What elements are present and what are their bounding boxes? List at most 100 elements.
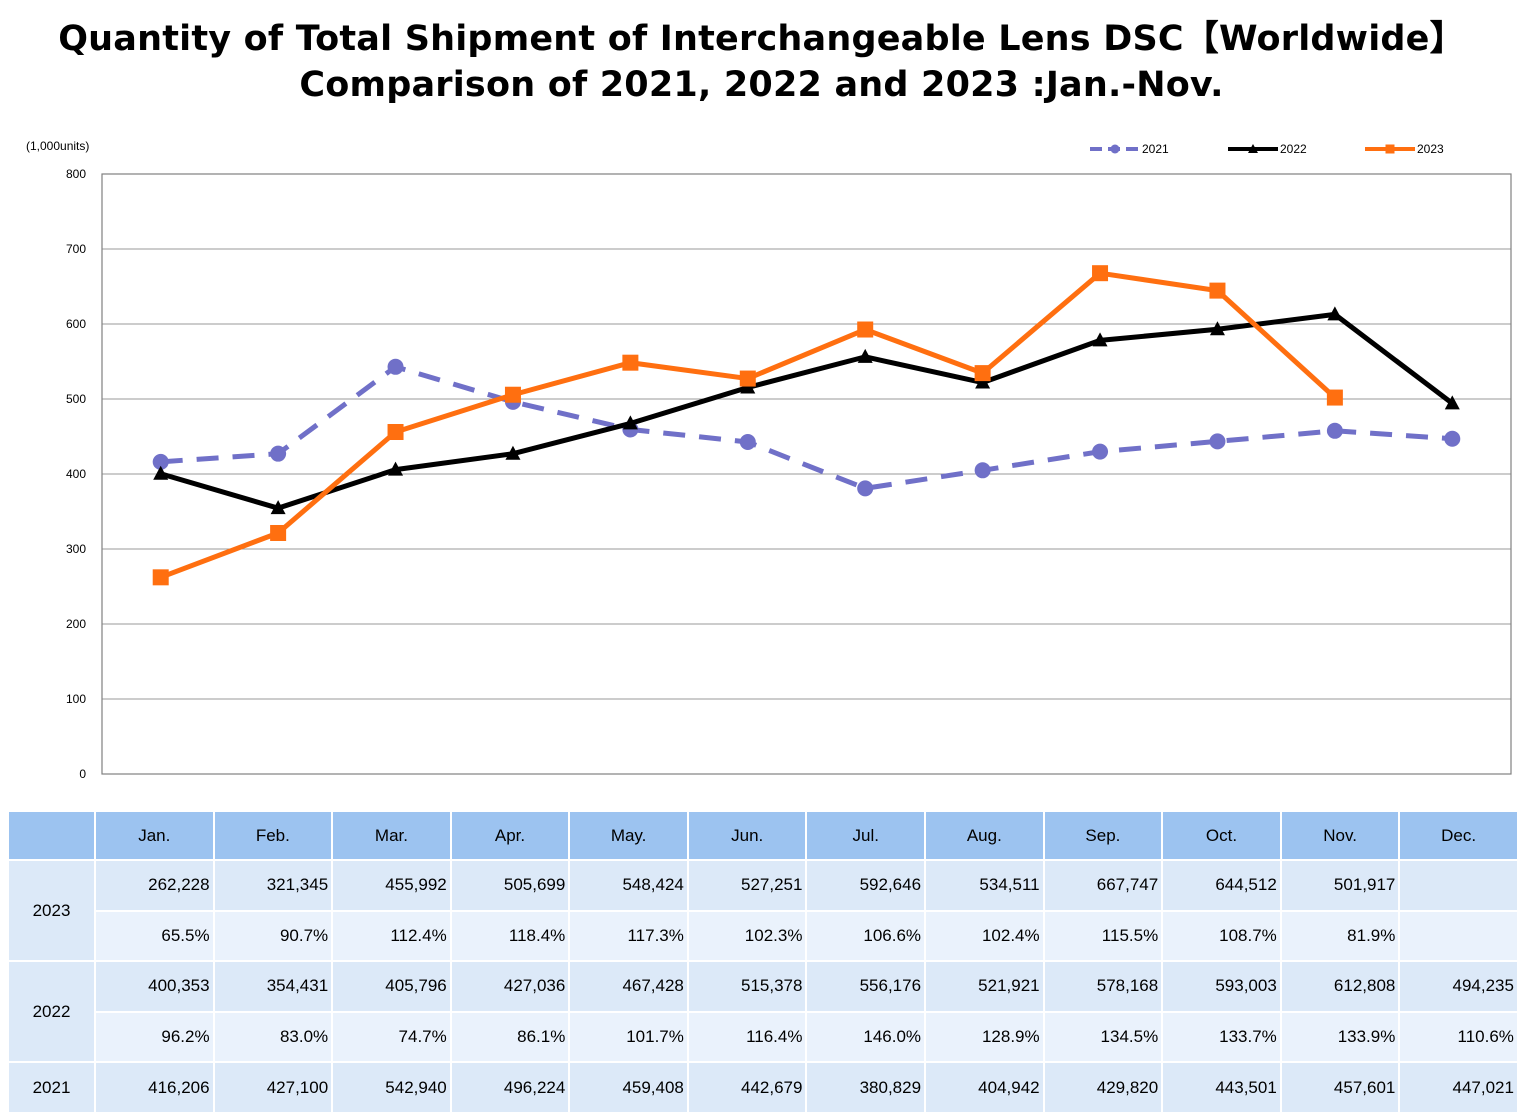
line-chart: (1,000units) 0 100 200 300 400 500 600 700 800 2… xyxy=(26,139,1512,781)
cell-2021-qty-feb: 427,100 xyxy=(212,1061,334,1114)
point-2022-oct xyxy=(1209,321,1225,336)
legend: 2021 2022 2023 xyxy=(1090,142,1444,156)
legend-marker-2023 xyxy=(1385,144,1395,154)
y-tick-label-500: 500 xyxy=(66,392,86,406)
cell-2022-pct-jul: 146.0% xyxy=(805,1010,927,1064)
plot-area-border xyxy=(101,173,1512,775)
cell-2023-qty-apr: 505,699 xyxy=(449,859,571,912)
point-2023-oct xyxy=(1209,282,1226,299)
cell-2023-qty-sep: 667,747 xyxy=(1042,859,1164,912)
y-tick-label-100: 100 xyxy=(66,692,86,706)
cell-2021-qty-jul: 380,829 xyxy=(805,1061,927,1114)
cell-2023-pct-mar: 112.4% xyxy=(331,909,452,963)
series-2021 xyxy=(152,358,1461,497)
cell-2023-pct-feb: 90.7% xyxy=(212,909,334,963)
shipment-data-table: Jan. Feb. Mar. Apr. May. Jun. Jul. Aug. … xyxy=(7,810,1519,1114)
col-header-apr: Apr. xyxy=(449,810,571,861)
cell-2021-qty-sep: 429,820 xyxy=(1042,1061,1164,1114)
point-2023-mar xyxy=(387,424,404,441)
cell-2023-qty-dec xyxy=(1398,859,1519,912)
cell-2021-qty-oct: 443,501 xyxy=(1161,1061,1282,1114)
cell-2021-qty-mar: 542,940 xyxy=(331,1061,452,1114)
legend-item-2021: 2021 xyxy=(1090,142,1169,156)
legend-marker-2021 xyxy=(1110,144,1120,154)
y-tick-label-800: 800 xyxy=(66,167,86,181)
cell-2022-qty-aug: 521,921 xyxy=(924,960,1045,1013)
series-2022 xyxy=(153,306,1460,515)
cell-2022-qty-jan: 400,353 xyxy=(94,960,215,1013)
col-header-sep: Sep. xyxy=(1042,810,1164,861)
cell-2023-qty-jan: 262,228 xyxy=(94,859,215,912)
y-tick-label-0: 0 xyxy=(79,767,86,781)
point-2021-nov xyxy=(1326,422,1343,439)
cell-2022-qty-dec: 494,235 xyxy=(1398,960,1519,1013)
col-header-jun: Jun. xyxy=(686,810,808,861)
cell-2023-qty-mar: 455,992 xyxy=(331,859,452,912)
cell-2022-pct-oct: 133.7% xyxy=(1161,1010,1282,1064)
cell-2023-pct-jan: 65.5% xyxy=(94,909,215,963)
y-tick-label-300: 300 xyxy=(66,542,86,556)
row-header-2021: 2021 xyxy=(7,1061,96,1114)
cell-2022-pct-may: 101.7% xyxy=(568,1010,689,1064)
cell-2023-qty-feb: 321,345 xyxy=(212,859,334,912)
point-2022-jan xyxy=(153,465,169,480)
cell-2023-qty-nov: 501,917 xyxy=(1279,859,1401,912)
cell-2022-pct-jun: 116.4% xyxy=(686,1010,808,1064)
cell-2021-qty-dec: 447,021 xyxy=(1398,1061,1519,1114)
point-2021-jan xyxy=(152,453,169,470)
cell-2022-qty-jun: 515,378 xyxy=(686,960,808,1013)
point-2023-sep xyxy=(1092,265,1109,282)
table-row-2022-quantity: 2022 400,353 354,431 405,796 427,036 467… xyxy=(7,960,1519,1064)
y-tick-label-400: 400 xyxy=(66,467,86,481)
legend-marker-2022 xyxy=(1248,144,1258,153)
cell-2023-pct-sep: 115.5% xyxy=(1042,909,1164,963)
y-axis-unit-label: (1,000units) xyxy=(26,139,89,153)
series-2023 xyxy=(152,265,1343,586)
cell-2022-qty-oct: 593,003 xyxy=(1161,960,1282,1013)
col-header-may: May. xyxy=(568,810,689,861)
cell-2022-qty-nov: 612,808 xyxy=(1279,960,1401,1013)
col-header-aug: Aug. xyxy=(924,810,1045,861)
col-header-jan: Jan. xyxy=(94,810,215,861)
cell-2023-pct-nov: 81.9% xyxy=(1279,909,1401,963)
cell-2021-qty-aug: 404,942 xyxy=(924,1061,1045,1114)
point-2021-jun xyxy=(739,433,756,450)
cell-2023-pct-jun: 102.3% xyxy=(686,909,808,963)
cell-2022-qty-may: 467,428 xyxy=(568,960,689,1013)
cell-2022-qty-jul: 556,176 xyxy=(805,960,927,1013)
cell-2023-qty-jun: 527,251 xyxy=(686,859,808,912)
cell-2023-pct-dec xyxy=(1398,909,1519,963)
cell-2023-pct-jul: 106.6% xyxy=(805,909,927,963)
cell-2021-qty-jun: 442,679 xyxy=(686,1061,808,1114)
cell-2023-qty-oct: 644,512 xyxy=(1161,859,1282,912)
table-corner-cell xyxy=(7,810,96,861)
point-2023-apr xyxy=(504,386,521,403)
chart-title-line-1: Quantity of Total Shipment of Interchang… xyxy=(58,19,1465,59)
col-header-feb: Feb. xyxy=(212,810,334,861)
point-2023-jun xyxy=(739,370,756,387)
legend-label-2023: 2023 xyxy=(1417,142,1444,156)
cell-2023-qty-may: 548,424 xyxy=(568,859,689,912)
cell-2022-qty-mar: 405,796 xyxy=(331,960,452,1013)
cell-2023-pct-apr: 118.4% xyxy=(449,909,571,963)
table-row-2022-percent: 96.2% 83.0% 74.7% 86.1% 101.7% 116.4% 14… xyxy=(8,1010,1519,1064)
y-axis-ticks: 0 100 200 300 400 500 600 700 800 xyxy=(66,167,86,781)
series-line-2021 xyxy=(160,364,1453,491)
point-2023-jan xyxy=(152,569,169,586)
col-header-oct: Oct. xyxy=(1161,810,1282,861)
col-header-nov: Nov. xyxy=(1279,810,1401,861)
point-2023-may xyxy=(622,354,639,371)
cell-2023-pct-aug: 102.4% xyxy=(924,909,1045,963)
point-2022-nov xyxy=(1327,306,1343,321)
cell-2023-pct-may: 117.3% xyxy=(568,909,689,963)
cell-2021-qty-jan: 416,206 xyxy=(94,1061,215,1114)
cell-2022-pct-feb: 83.0% xyxy=(212,1010,334,1064)
legend-item-2023: 2023 xyxy=(1365,142,1444,156)
col-header-mar: Mar. xyxy=(331,810,452,861)
y-tick-label-700: 700 xyxy=(66,242,86,256)
cell-2022-qty-apr: 427,036 xyxy=(449,960,571,1013)
point-2022-feb xyxy=(270,500,286,515)
y-tick-label-600: 600 xyxy=(66,317,86,331)
cell-2022-pct-sep: 134.5% xyxy=(1042,1010,1164,1064)
series-line-2023 xyxy=(159,270,1337,580)
